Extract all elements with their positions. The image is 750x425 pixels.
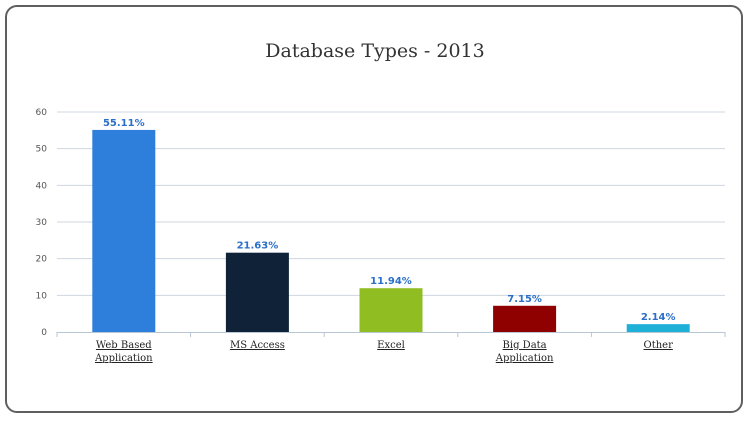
y-tick-label: 0 bbox=[41, 328, 47, 338]
y-tick-label: 40 bbox=[36, 181, 48, 191]
data-label: 7.15% bbox=[507, 294, 542, 305]
y-tick-label: 50 bbox=[36, 145, 48, 155]
data-label: 55.11% bbox=[103, 118, 145, 129]
x-axis: Web Based Application MS Access Excel Big Da… bbox=[56, 332, 726, 364]
y-tick-label: 10 bbox=[36, 291, 48, 301]
bar bbox=[493, 305, 557, 332]
data-label: 11.94% bbox=[370, 276, 412, 287]
x-tick-label: Web Based Application bbox=[94, 340, 153, 364]
x-tick-label: Other bbox=[644, 340, 674, 351]
bar bbox=[92, 129, 156, 332]
bars bbox=[92, 129, 690, 332]
data-label: 21.63% bbox=[237, 241, 279, 252]
bar bbox=[626, 324, 690, 332]
bar bbox=[359, 288, 423, 332]
y-axis: 0 10 20 30 40 50 60 bbox=[36, 108, 48, 338]
x-tick-label: Big Data Application bbox=[495, 340, 554, 364]
y-tick-label: 30 bbox=[36, 218, 48, 228]
y-tick-label: 60 bbox=[36, 108, 48, 118]
data-label: 2.14% bbox=[641, 312, 676, 323]
gridlines bbox=[57, 111, 725, 296]
x-tick-label: Excel bbox=[377, 340, 405, 351]
bar bbox=[225, 252, 289, 332]
y-tick-label: 20 bbox=[36, 255, 48, 265]
data-labels: 55.11% 21.63% 11.94% 7.15% 2.14% bbox=[103, 118, 676, 323]
x-tick-label: MS Access bbox=[230, 340, 285, 351]
chart-title: Database Types - 2013 bbox=[265, 40, 485, 62]
